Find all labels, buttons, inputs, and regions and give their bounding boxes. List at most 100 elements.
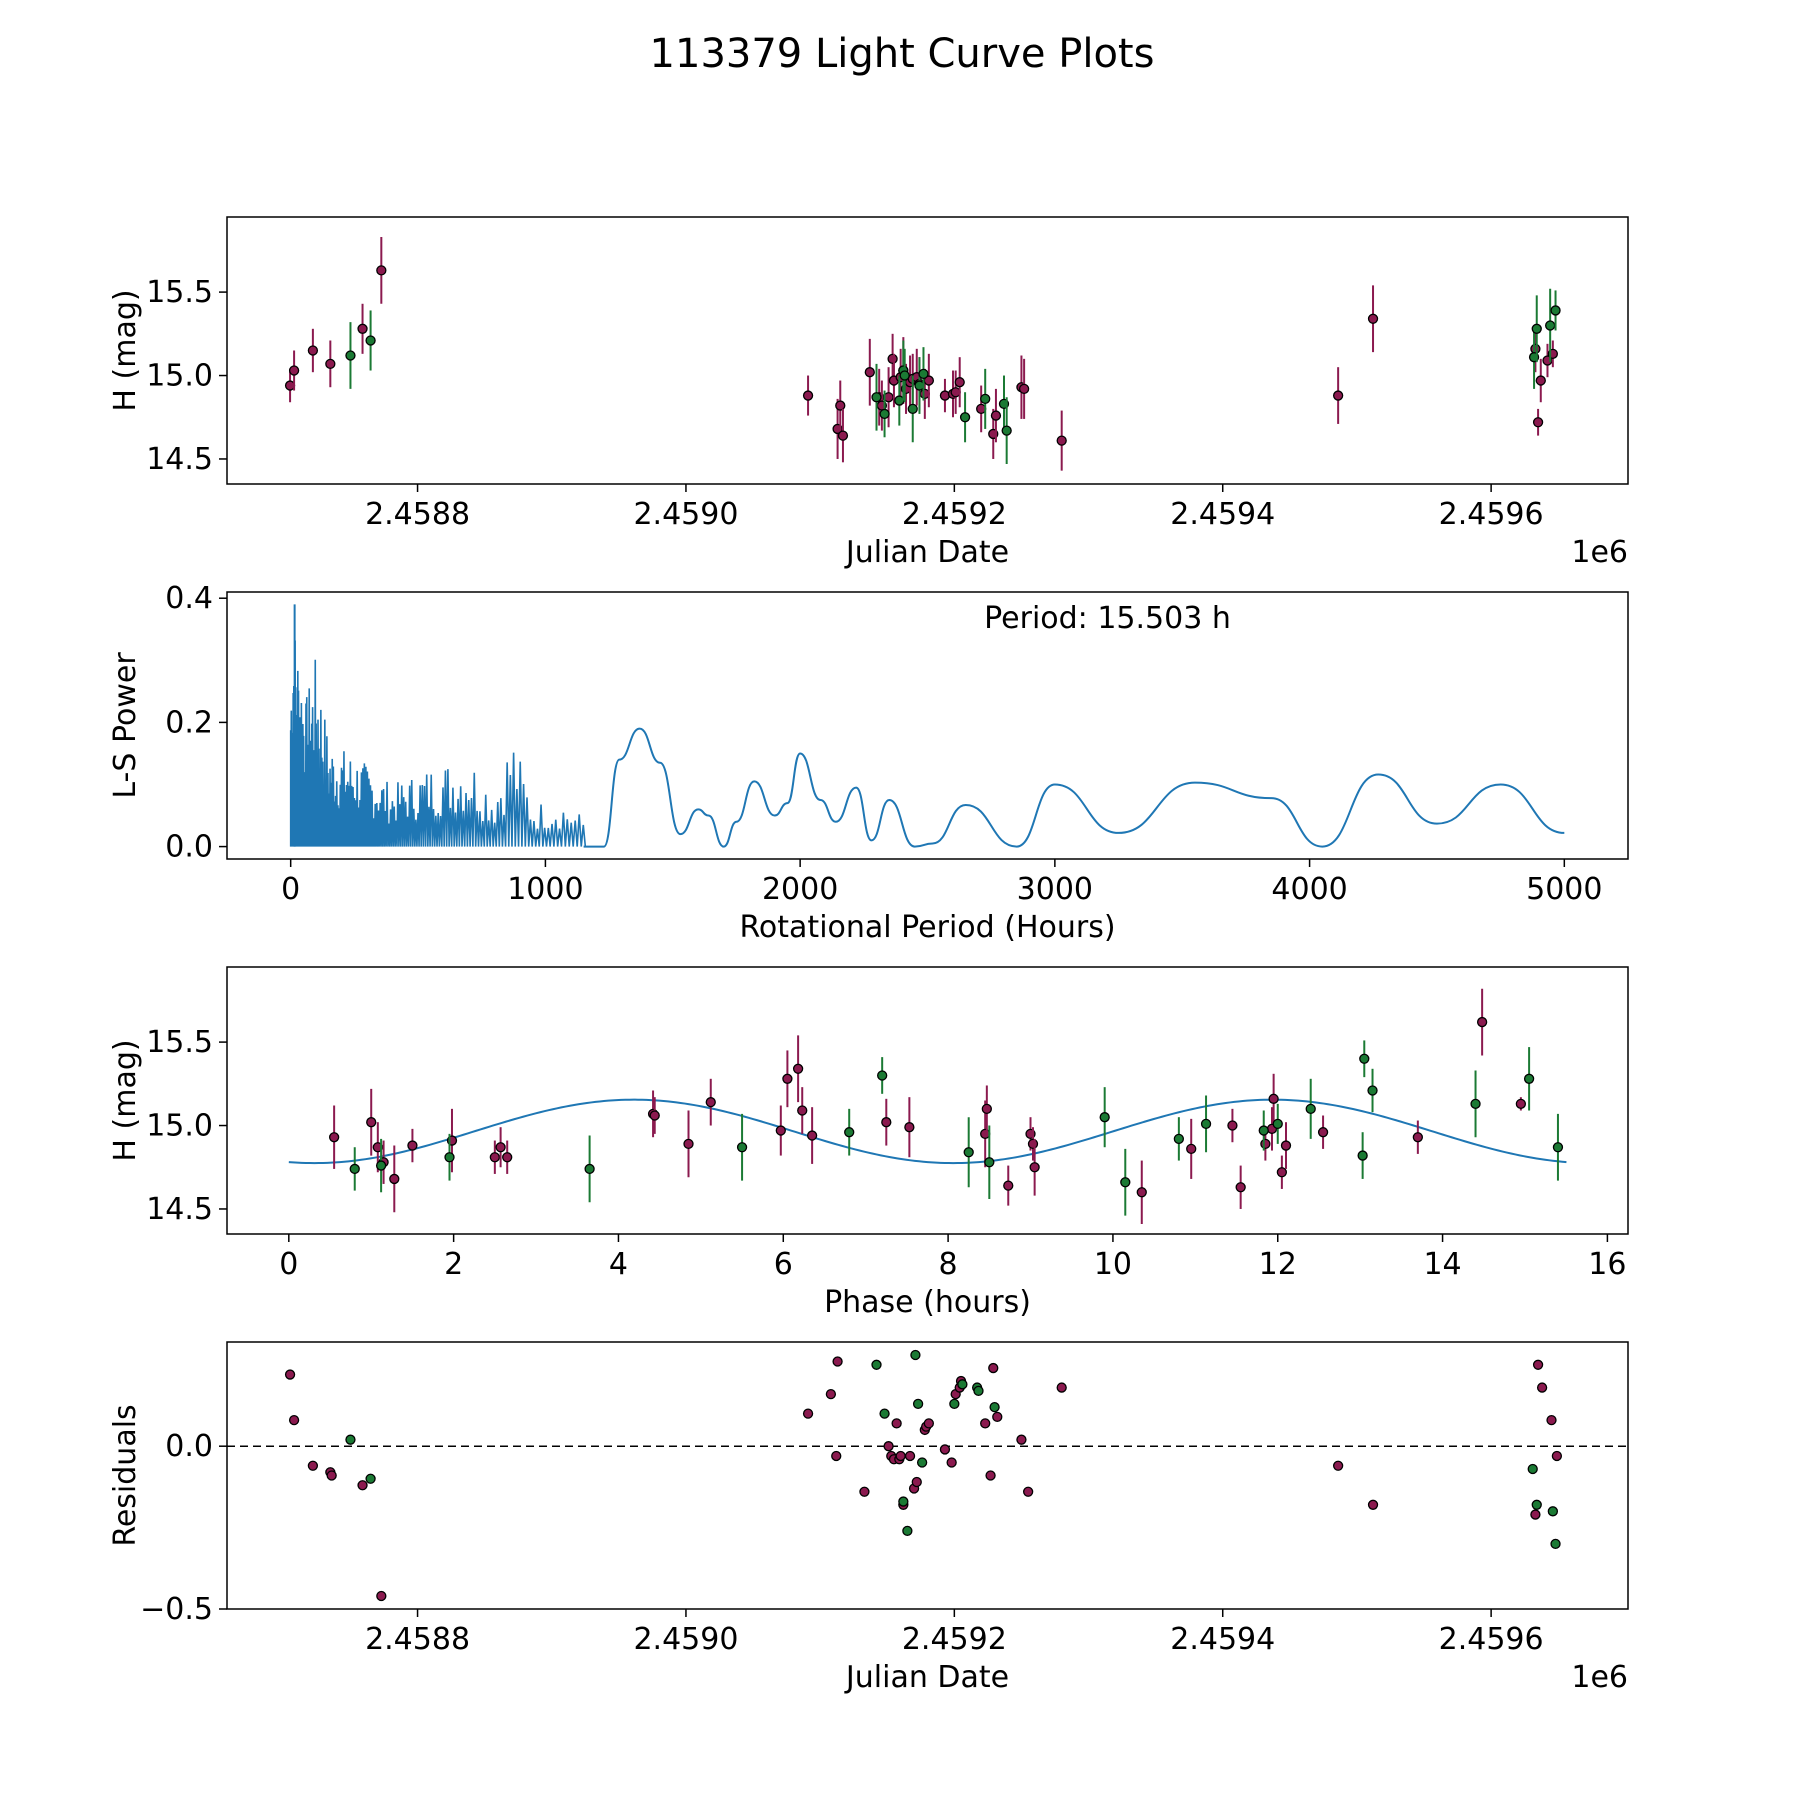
- data-point-red: [1536, 1382, 1548, 1393]
- data-point-green: [1258, 1125, 1269, 1136]
- data-point-red: [985, 1470, 996, 1481]
- data-point-green: [345, 350, 356, 361]
- data-point-red: [806, 1130, 818, 1141]
- data-point-red: [802, 1408, 814, 1419]
- data-point-red: [1029, 1162, 1040, 1173]
- data-point-green: [349, 1163, 360, 1175]
- data-point-green: [959, 412, 971, 423]
- data-point-red: [357, 1480, 368, 1491]
- data-point-green: [736, 1142, 748, 1153]
- data-point-red: [1022, 1486, 1034, 1497]
- x-tick-label: 5000: [1526, 872, 1602, 907]
- data-point-red: [980, 1418, 991, 1429]
- x-tick-label: 2.4594: [1170, 1622, 1275, 1657]
- data-point-red: [372, 1142, 383, 1153]
- data-point-green: [899, 370, 910, 381]
- data-point-green: [844, 1127, 855, 1138]
- data-point-red: [502, 1152, 513, 1163]
- data-point-green: [1173, 1133, 1185, 1145]
- x-tick-label: 2.4596: [1439, 1622, 1544, 1657]
- data-point-red: [883, 1441, 894, 1452]
- data-point-red: [954, 377, 965, 388]
- data-point-green: [973, 1385, 984, 1396]
- subplot-1: 2.4588 2.4590 2.4592 2.4594 2.4596 14.5 15.0 15…: [108, 216, 1629, 570]
- y-axis-label: Residuals: [108, 1404, 143, 1546]
- data-point-red: [1532, 1359, 1544, 1370]
- data-point-red: [923, 1418, 934, 1429]
- data-point-red: [1317, 1127, 1329, 1138]
- x-tick-label: 2.4592: [902, 497, 1007, 532]
- data-point-red: [1056, 1382, 1067, 1393]
- data-point-green: [957, 1379, 968, 1390]
- data-point-green: [984, 1157, 995, 1168]
- data-point-green: [1545, 320, 1556, 331]
- plot-frame: [226, 591, 1629, 860]
- y-tick-label: 15.0: [146, 1109, 213, 1144]
- data-point-green: [1470, 1098, 1481, 1109]
- subplot-4: 2.4588 2.4590 2.4592 2.4594 2.4596 −0.5 0.0 Jul…: [108, 1341, 1629, 1695]
- data-point-green: [1550, 1538, 1561, 1550]
- data-point-red: [1367, 313, 1379, 324]
- data-point-green: [365, 335, 376, 346]
- plot-area: [289, 604, 1565, 848]
- data-point-red: [911, 1476, 922, 1488]
- data-point-red: [1530, 1509, 1541, 1520]
- data-point-red: [649, 1110, 660, 1121]
- data-point-green: [879, 408, 890, 420]
- data-point-red: [1186, 1143, 1197, 1155]
- data-point-red: [835, 400, 846, 411]
- data-point-red: [904, 1122, 915, 1133]
- data-point-red: [881, 1117, 892, 1128]
- data-point-green: [898, 1496, 909, 1507]
- data-point-red: [990, 410, 1002, 421]
- x-tick-label: 2.4590: [633, 497, 738, 532]
- data-point-red: [1551, 1450, 1563, 1462]
- data-point-red: [1016, 1434, 1027, 1445]
- data-point-green: [375, 1160, 387, 1171]
- data-point-red: [1532, 417, 1544, 428]
- data-point-red: [825, 1388, 837, 1400]
- plot-area: [284, 237, 1561, 471]
- data-point-red: [797, 1105, 808, 1116]
- data-point-green: [1367, 1085, 1378, 1096]
- data-point-green: [912, 1398, 924, 1410]
- data-point-red: [1530, 343, 1541, 354]
- y-tick-label: 15.5: [146, 275, 213, 310]
- data-point-red: [307, 345, 319, 356]
- data-point-red: [489, 1152, 500, 1163]
- data-point-green: [1527, 1463, 1538, 1475]
- data-point-red: [495, 1142, 506, 1153]
- data-point-red: [705, 1097, 716, 1108]
- data-point-red: [389, 1173, 400, 1185]
- data-point-red: [832, 1356, 843, 1367]
- data-point-green: [1272, 1118, 1283, 1130]
- x-tick-label: 16: [1588, 1247, 1626, 1282]
- sinusoid-fit-line: [288, 1098, 1567, 1165]
- data-point-red: [1276, 1167, 1288, 1178]
- data-point-red: [1332, 390, 1344, 401]
- data-point-green: [1200, 1118, 1212, 1130]
- data-point-green: [902, 1525, 913, 1537]
- data-point-red: [988, 1362, 999, 1374]
- x-tick-label: 1000: [507, 872, 583, 907]
- data-point-red: [1136, 1187, 1147, 1198]
- plot-area: [288, 988, 1567, 1224]
- x-tick-label: 10: [1094, 1247, 1132, 1282]
- data-point-green: [345, 1434, 356, 1445]
- x-offset-label: 1e6: [1571, 535, 1628, 570]
- plot-area: [227, 1349, 1628, 1602]
- x-tick-label: 2.4588: [365, 497, 470, 532]
- x-tick-label: 14: [1423, 1247, 1461, 1282]
- data-point-red: [326, 1470, 337, 1481]
- data-point-red: [1332, 1460, 1344, 1471]
- data-point-green: [365, 1473, 376, 1484]
- data-point-green: [584, 1163, 595, 1175]
- data-point-green: [989, 1401, 1000, 1413]
- data-point-red: [683, 1138, 694, 1150]
- data-point-red: [1268, 1093, 1279, 1104]
- y-axis-label: L-S Power: [108, 652, 143, 799]
- periodogram-dense-line: [289, 640, 587, 847]
- data-point-green: [444, 1152, 455, 1163]
- data-point-green: [1001, 425, 1012, 436]
